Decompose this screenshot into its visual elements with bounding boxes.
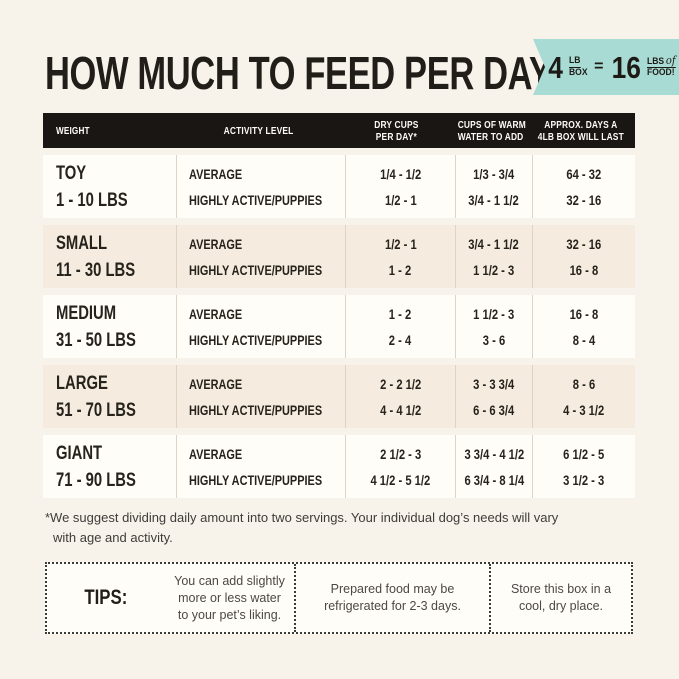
- ribbon-badge: 4 LB BOX = 16 LBS of FOOD!: [533, 39, 679, 95]
- activity-cell: AVERAGE HIGHLY ACTIVE/PUPPIES: [176, 435, 345, 498]
- table-row-toy: TOY 1 - 10 LBS AVERAGE HIGHLY ACTIVE/PUPPI…: [43, 155, 635, 218]
- badge-box-count: 4: [548, 49, 564, 85]
- warm-water-cell: 3/4 - 1 1/2 1 1/2 - 3: [455, 225, 532, 288]
- days-cell: 64 - 32 32 - 16: [532, 155, 635, 218]
- tips-box: TIPS: You can add slightly more or less …: [45, 562, 633, 634]
- activity-cell: AVERAGE HIGHLY ACTIVE/PUPPIES: [176, 295, 345, 358]
- badge-lbs-food-unit: LBS of FOOD!: [646, 53, 676, 79]
- header-weight: WEIGHT: [56, 124, 90, 137]
- warm-water-cell: 3 - 3 3/4 6 - 6 3/4: [455, 365, 532, 428]
- warm-water-cell: 3 3/4 - 4 1/2 6 3/4 - 8 1/4: [455, 435, 532, 498]
- activity-cell: AVERAGE HIGHLY ACTIVE/PUPPIES: [176, 155, 345, 218]
- feeding-table: WEIGHT ACTIVITY LEVEL DRY CUPS PER DAY* C…: [43, 113, 635, 498]
- activity-cell: AVERAGE HIGHLY ACTIVE/PUPPIES: [176, 225, 345, 288]
- days-cell: 32 - 16 16 - 8: [532, 225, 635, 288]
- weight-cell: SMALL 11 - 30 LBS: [56, 232, 136, 281]
- tip-refrigeration: Prepared food may be refrigerated for 2-…: [294, 564, 489, 632]
- footnote-line-1: *We suggest dividing daily amount into t…: [45, 510, 559, 525]
- header-warm-water: CUPS OF WARM WATER TO ADD: [458, 118, 527, 143]
- tip-water-adjustment: You can add slightly more or less water …: [174, 573, 285, 622]
- header-dry-cups: DRY CUPS PER DAY*: [373, 118, 419, 143]
- table-row-medium: MEDIUM 31 - 50 LBS AVERAGE HIGHLY ACTIVE/P…: [43, 295, 635, 358]
- weight-cell: LARGE 51 - 70 LBS: [56, 372, 136, 421]
- badge-lb-box-unit: LB BOX: [568, 55, 588, 78]
- tip-storage: Store this box in a cool, dry place.: [489, 564, 631, 632]
- tips-label-cell: TIPS:: [47, 564, 165, 632]
- badge-equals: =: [594, 58, 604, 75]
- header-activity-level: ACTIVITY LEVEL: [223, 124, 294, 137]
- weight-cell: GIANT 71 - 90 LBS: [56, 442, 136, 491]
- dry-cups-cell: 2 - 2 1/2 4 - 4 1/2: [345, 365, 455, 428]
- page-title: HOW MUCH TO FEED PER DAY: [45, 47, 552, 99]
- table-row-giant: GIANT 71 - 90 LBS AVERAGE HIGHLY ACTIVE/PU…: [43, 435, 635, 498]
- table-row-small: SMALL 11 - 30 LBS AVERAGE HIGHLY ACTIVE/PU…: [43, 225, 635, 288]
- header-days-box-lasts: APPROX. DAYS A 4LB BOX WILL LAST: [538, 118, 625, 143]
- weight-cell: TOY 1 - 10 LBS: [56, 162, 128, 211]
- table-row-large: LARGE 51 - 70 LBS AVERAGE HIGHLY ACTIVE/PU…: [43, 365, 635, 428]
- badge-food-count: 16: [611, 49, 641, 85]
- tips-label: TIPS:: [84, 586, 128, 609]
- table-header-row: WEIGHT ACTIVITY LEVEL DRY CUPS PER DAY* C…: [43, 113, 635, 148]
- warm-water-cell: 1/3 - 3/4 3/4 - 1 1/2: [455, 155, 532, 218]
- badge-of-script: of: [665, 53, 676, 67]
- serving-footnote: *We suggest dividing daily amount into t…: [45, 508, 645, 548]
- weight-cell: MEDIUM 31 - 50 LBS: [56, 302, 136, 351]
- dry-cups-cell: 1/4 - 1/2 1/2 - 1: [345, 155, 455, 218]
- activity-cell: AVERAGE HIGHLY ACTIVE/PUPPIES: [176, 365, 345, 428]
- footnote-line-2: with age and activity.: [53, 530, 173, 545]
